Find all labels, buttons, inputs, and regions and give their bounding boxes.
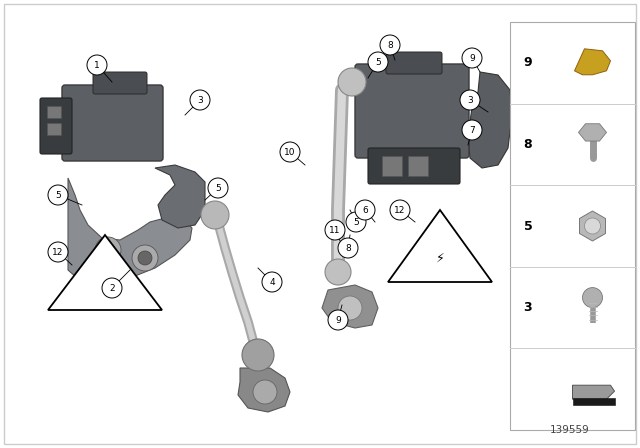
Circle shape [368, 52, 388, 72]
Text: 12: 12 [52, 247, 64, 257]
Circle shape [328, 310, 348, 330]
Circle shape [138, 251, 152, 265]
Polygon shape [573, 385, 614, 399]
Circle shape [462, 120, 482, 140]
Circle shape [325, 220, 345, 240]
Text: ⚡: ⚡ [436, 251, 444, 264]
Text: 12: 12 [394, 206, 406, 215]
Text: 9: 9 [469, 53, 475, 63]
Circle shape [95, 237, 121, 263]
Circle shape [462, 48, 482, 68]
Text: 8: 8 [524, 138, 532, 151]
Text: 3: 3 [524, 301, 532, 314]
Text: 8: 8 [387, 40, 393, 49]
Bar [573, 398, 614, 405]
Circle shape [242, 339, 274, 371]
Circle shape [101, 243, 115, 257]
Text: 9: 9 [335, 315, 341, 324]
Text: 5: 5 [375, 57, 381, 66]
Polygon shape [322, 285, 378, 328]
Circle shape [390, 200, 410, 220]
Polygon shape [48, 235, 162, 310]
Circle shape [338, 238, 358, 258]
Circle shape [262, 272, 282, 292]
Circle shape [48, 185, 68, 205]
Text: 139559: 139559 [550, 425, 590, 435]
Text: 5: 5 [353, 217, 359, 227]
FancyBboxPatch shape [386, 52, 442, 74]
Text: 9: 9 [524, 56, 532, 69]
Bar [382, 156, 402, 176]
Circle shape [355, 200, 375, 220]
Circle shape [102, 278, 122, 298]
Bar [47, 123, 61, 135]
Polygon shape [155, 165, 205, 228]
Circle shape [380, 35, 400, 55]
Circle shape [190, 90, 210, 110]
Bar [47, 106, 61, 118]
Text: 1: 1 [94, 60, 100, 69]
FancyBboxPatch shape [93, 72, 147, 94]
Circle shape [325, 259, 351, 285]
Text: 5: 5 [524, 220, 532, 233]
Text: 8: 8 [345, 244, 351, 253]
Polygon shape [579, 211, 605, 241]
Circle shape [253, 380, 277, 404]
FancyBboxPatch shape [40, 98, 72, 154]
Text: 3: 3 [467, 95, 473, 104]
Text: 7: 7 [469, 125, 475, 134]
Text: 3: 3 [197, 95, 203, 104]
Polygon shape [575, 49, 611, 75]
Circle shape [338, 68, 366, 96]
Circle shape [48, 242, 68, 262]
FancyBboxPatch shape [368, 148, 460, 184]
Circle shape [87, 55, 107, 75]
Polygon shape [468, 72, 512, 168]
Text: ⚡: ⚡ [100, 279, 109, 292]
Text: 6: 6 [362, 206, 368, 215]
Bar [510, 22, 635, 430]
Circle shape [338, 296, 362, 320]
Text: 11: 11 [329, 225, 340, 234]
Circle shape [460, 90, 480, 110]
Text: 2: 2 [109, 284, 115, 293]
Polygon shape [238, 368, 290, 412]
Circle shape [582, 288, 602, 308]
Circle shape [280, 142, 300, 162]
Polygon shape [68, 178, 192, 285]
Circle shape [201, 201, 229, 229]
Bar [408, 156, 428, 176]
FancyBboxPatch shape [62, 85, 163, 161]
Circle shape [584, 218, 600, 234]
Text: 5: 5 [215, 184, 221, 193]
Circle shape [346, 212, 366, 232]
FancyBboxPatch shape [355, 64, 469, 158]
Circle shape [132, 245, 158, 271]
Text: 5: 5 [55, 190, 61, 199]
Polygon shape [579, 124, 607, 141]
Text: 10: 10 [284, 147, 296, 156]
Polygon shape [388, 210, 492, 282]
Circle shape [208, 178, 228, 198]
Text: 4: 4 [269, 277, 275, 287]
